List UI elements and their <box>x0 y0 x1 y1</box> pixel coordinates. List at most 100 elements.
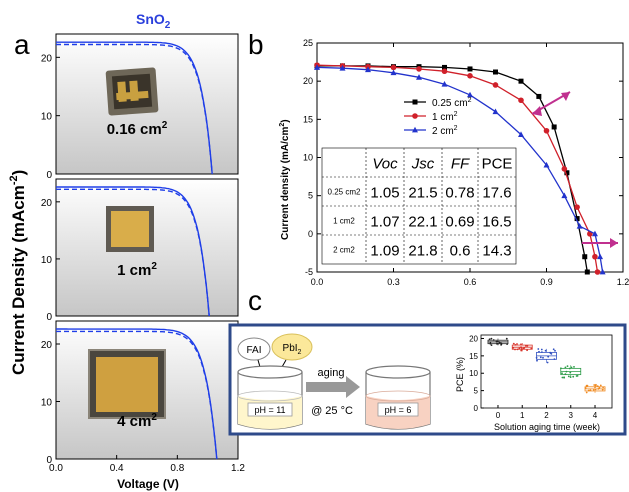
data-point <box>596 385 599 387</box>
table-cell: 22.1 <box>408 214 437 231</box>
data-point <box>572 375 575 378</box>
week-2-group <box>535 348 557 364</box>
x-tick-label: 0.3 <box>387 277 400 287</box>
table-header-cell: PCE <box>482 156 513 173</box>
data-point-triangle <box>339 64 346 71</box>
device-photo-large <box>88 349 166 419</box>
x-tick-label: 1 <box>520 411 525 420</box>
y-tick-label: 0 <box>46 455 52 466</box>
panel-b: 0.0 0.3 0.6 0.9 1.2 -5 0 5 10 15 20 25 Current dens… <box>279 38 629 287</box>
data-point-circle <box>492 82 499 88</box>
table-cell: 1.09 <box>370 243 399 260</box>
data-point <box>587 389 590 392</box>
data-point-circle <box>467 73 473 79</box>
trend-arrow-down <box>531 91 571 116</box>
panel-c-ylabel: PCE (%) <box>455 357 465 392</box>
y-tick-label: 5 <box>308 191 313 201</box>
pbi2-label: PbI2 <box>283 343 302 356</box>
data-point-triangle <box>597 253 604 260</box>
panel-label-c: c <box>248 285 262 316</box>
table-header-cell: Jsc <box>411 156 435 173</box>
data-point <box>537 348 540 350</box>
data-point <box>539 356 542 359</box>
y-tick-label: 0 <box>474 404 479 413</box>
panel-a: SnO2 Current Density (mAcm-2) 0 10 20 0 10 20… <box>8 11 245 491</box>
device-photo-medium <box>106 206 154 252</box>
data-point <box>506 343 508 345</box>
data-point-circle <box>412 113 418 119</box>
data-point <box>599 384 602 387</box>
data-point-triangle <box>416 74 422 80</box>
jv-curve-reverse <box>56 188 210 317</box>
data-point-circle <box>561 166 568 172</box>
data-point-square <box>564 170 570 176</box>
panel-a-title: SnO2 <box>136 11 171 31</box>
data-point-square <box>518 78 524 84</box>
table-cell: 2 cm2 <box>333 246 355 255</box>
data-point-square <box>467 66 473 72</box>
data-point-triangle <box>561 192 568 199</box>
x-tick-label: 0.9 <box>540 277 553 287</box>
panel-label-a: a <box>14 29 30 60</box>
data-point <box>492 339 495 341</box>
table-cell: 0.25 cm2 <box>328 188 361 197</box>
data-point <box>586 384 589 387</box>
trend-arrow-right <box>582 238 618 248</box>
data-point <box>601 388 604 391</box>
table-cell: 16.5 <box>482 214 511 231</box>
device-area-label: 1 cm2 <box>117 261 157 279</box>
data-point-square <box>536 93 542 99</box>
y-tick-label: 15 <box>469 352 478 361</box>
data-point <box>498 341 501 343</box>
device-photo-small <box>105 67 159 116</box>
ph-before-box <box>247 402 293 417</box>
data-point-circle <box>441 68 448 75</box>
y-tick-label: 5 <box>474 387 479 396</box>
data-point <box>594 388 597 391</box>
data-point <box>602 386 604 389</box>
y-tick-label: 15 <box>303 114 313 124</box>
jv-curve-reverse <box>56 330 218 460</box>
data-point <box>500 342 503 345</box>
ph-after-box <box>377 402 419 417</box>
week-4-group <box>584 383 606 394</box>
parameter-table: Voc Jsc FF PCE 0.25 cm2 1.05 21.5 0.78 17.6 1 cm2… <box>321 147 517 265</box>
data-point-triangle <box>390 69 397 76</box>
x-tick-label: 0.6 <box>464 277 477 287</box>
data-point <box>523 347 526 349</box>
device-area-label: 0.16 cm2 <box>107 120 168 138</box>
table-cell: 21.5 <box>408 185 437 202</box>
table-header-cell: Voc <box>372 156 398 173</box>
data-point <box>569 376 572 378</box>
x-tick-label: 4 <box>593 411 598 420</box>
y-tick-label: 20 <box>41 198 53 209</box>
table-cell: 21.8 <box>408 243 437 260</box>
y-tick-label: 20 <box>41 340 53 351</box>
temperature-label: @ 25 °C <box>311 405 353 417</box>
jv-curve-forward <box>56 186 210 317</box>
y-tick-label: 10 <box>41 112 53 123</box>
data-point <box>547 355 550 358</box>
ph-after-label: pH = 6 <box>385 405 412 415</box>
data-point <box>592 389 595 391</box>
data-point-circle <box>390 64 397 71</box>
data-point <box>536 359 538 362</box>
data-point-triangle <box>412 126 418 133</box>
y-tick-label: 0 <box>308 229 313 239</box>
data-point-circle <box>574 204 580 210</box>
x-tick-label: 0.0 <box>311 277 324 287</box>
data-point <box>568 367 571 370</box>
pbi2-bubble <box>271 333 313 361</box>
table-cell: 0.78 <box>445 185 474 202</box>
fai-bubble <box>237 337 271 361</box>
data-point <box>530 347 533 350</box>
panel-a-ylabel: Current Density (mAcm-2) <box>8 170 28 375</box>
table-cell: 0.69 <box>445 214 474 231</box>
data-point-triangle <box>518 131 524 137</box>
data-point <box>561 372 563 375</box>
data-point-square <box>551 124 557 130</box>
jv-curve-forward <box>56 41 213 175</box>
y-tick-label: 10 <box>303 153 313 163</box>
data-point-circle <box>543 127 550 134</box>
